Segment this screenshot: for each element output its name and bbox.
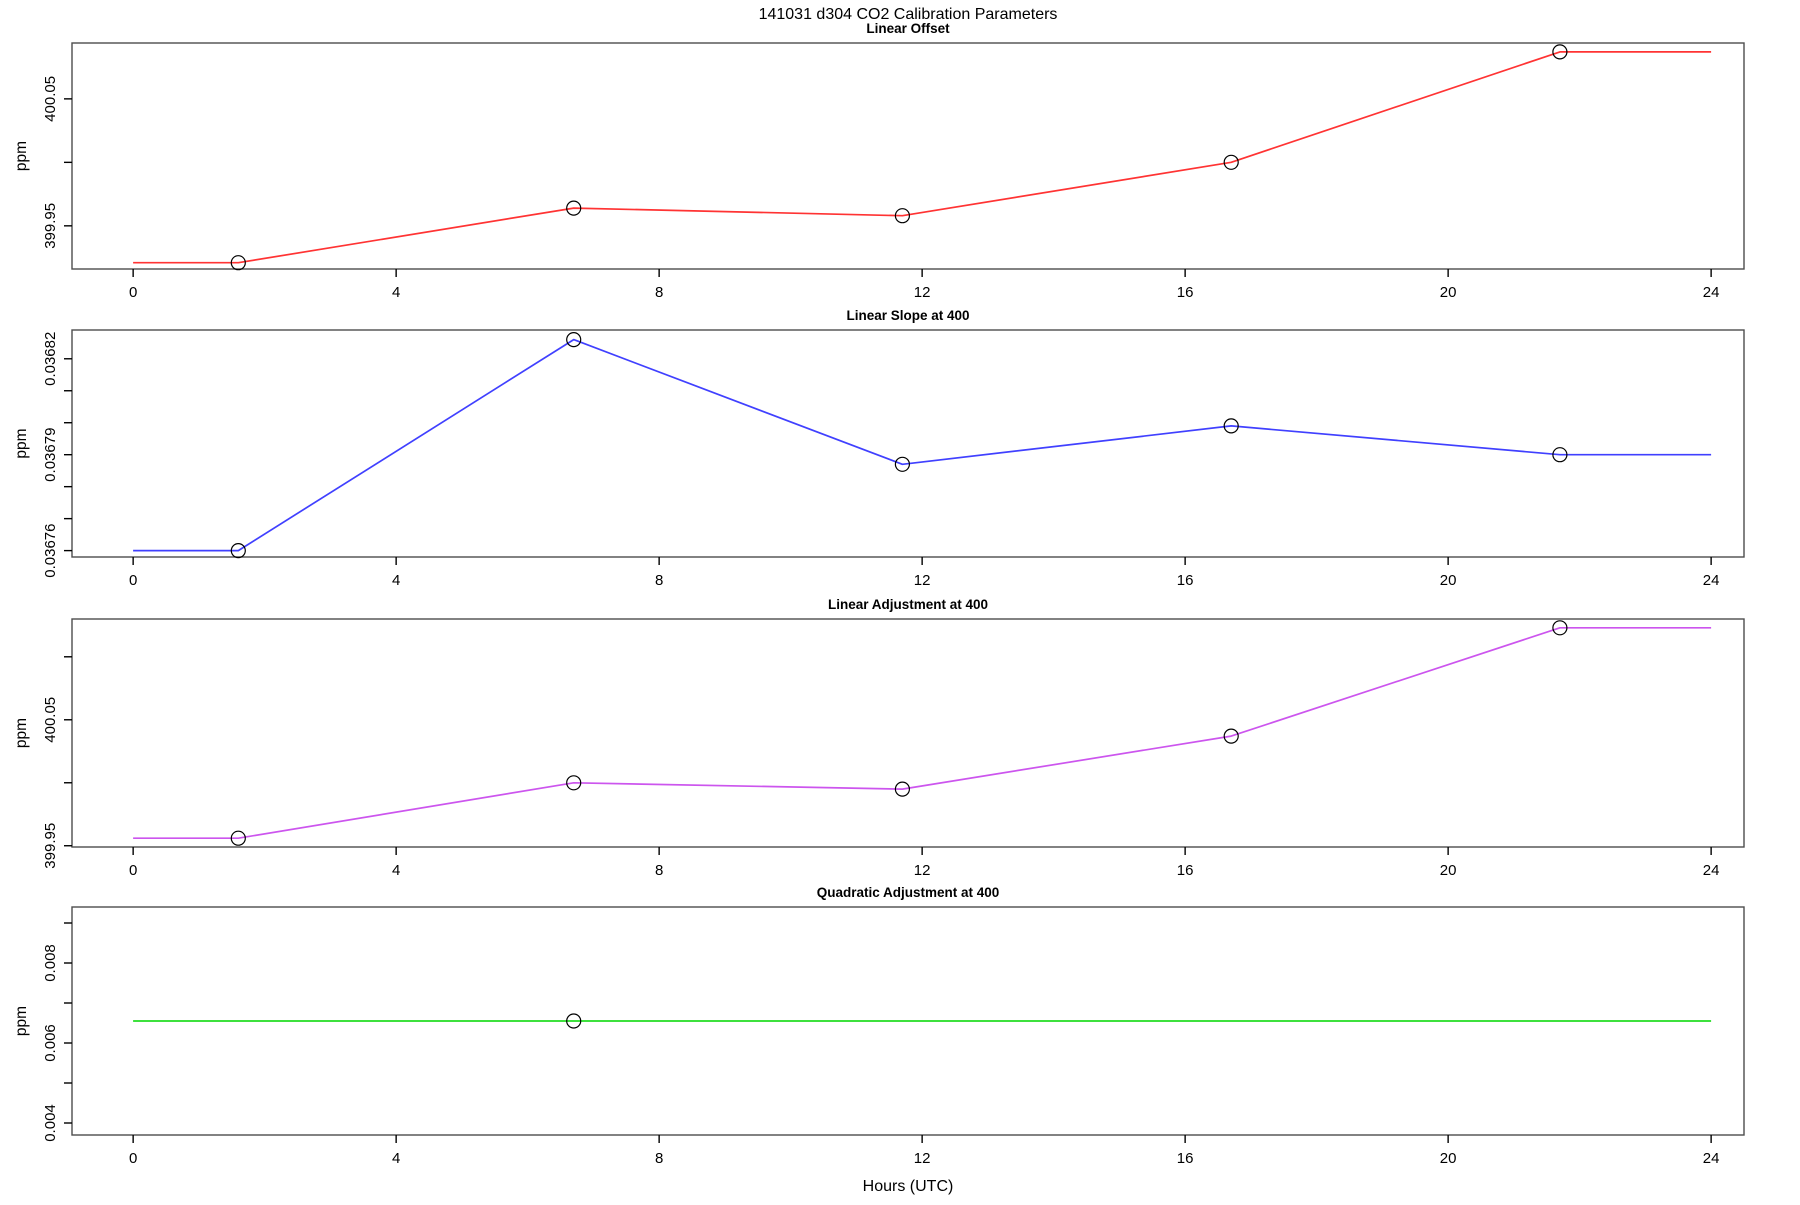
data-point-marker [894, 781, 911, 797]
x-tick-label: 12 [914, 572, 931, 589]
panel-title: Linear Offset [866, 21, 950, 36]
x-tick-label: 20 [1440, 1150, 1457, 1167]
y-tick-label: 400.05 [42, 697, 59, 743]
panel-title: Quadratic Adjustment at 400 [817, 885, 1000, 900]
x-tick-label: 24 [1703, 862, 1720, 879]
x-tick-label: 0 [129, 1150, 137, 1167]
plot-box [71, 906, 1745, 1136]
x-tick-label: 12 [914, 1150, 931, 1167]
data-point-marker [230, 830, 246, 846]
x-tick-label: 4 [392, 572, 400, 589]
x-tick-label: 0 [129, 284, 137, 301]
data-point-marker [894, 208, 911, 224]
data-point-marker [1223, 728, 1239, 744]
y-axis-title: ppm [13, 428, 30, 458]
y-axis-title: ppm [13, 1006, 30, 1036]
y-tick-label: 400.05 [42, 76, 59, 122]
data-point-marker [230, 542, 246, 559]
data-point-marker [230, 255, 246, 271]
panel-3: Linear Adjustment at 400 399.95 400.05 ppm 0… [13, 597, 1745, 879]
panel-title: Linear Adjustment at 400 [828, 597, 988, 612]
y-tick-label: 0.004 [42, 1104, 59, 1142]
data-point-marker [566, 775, 582, 791]
x-tick-label: 20 [1440, 572, 1457, 589]
y-tick-label: 0.006 [42, 1024, 59, 1062]
x-tick-label: 4 [392, 284, 400, 301]
x-tick-label: 16 [1177, 1150, 1194, 1167]
plot-box [71, 618, 1745, 848]
x-tick-label: 0 [129, 862, 137, 879]
x-tick-label: 12 [914, 862, 931, 879]
x-tick-label: 8 [655, 1150, 663, 1167]
series-line [133, 51, 1712, 264]
series-line [133, 626, 1712, 840]
x-tick-label: 20 [1440, 284, 1457, 301]
data-point-marker [894, 456, 911, 472]
y-tick-label: 399.95 [42, 823, 59, 869]
y-axis-title: ppm [13, 141, 30, 171]
data-point-marker [1223, 154, 1239, 170]
x-tick-label: 4 [392, 1150, 400, 1167]
x-tick-label: 24 [1703, 284, 1720, 301]
x-axis-label: Hours (UTC) [863, 1178, 954, 1195]
x-tick-label: 8 [655, 862, 663, 879]
x-tick-label: 8 [655, 284, 663, 301]
x-tick-label: 8 [655, 572, 663, 589]
panel-2: Linear Slope at 400 0.03676 0.03679 0.03682… [13, 308, 1745, 589]
series-line [133, 338, 1712, 552]
x-tick-label: 24 [1703, 1150, 1720, 1167]
y-axis-title: ppm [13, 718, 30, 748]
y-tick-label: 0.008 [42, 944, 59, 982]
y-tick-label: 399.95 [42, 203, 59, 249]
data-point-marker [566, 332, 582, 348]
y-tick-label: 0.03679 [42, 428, 59, 482]
y-tick-label: 0.03682 [42, 332, 59, 386]
x-tick-label: 16 [1177, 862, 1194, 879]
x-tick-label: 12 [914, 284, 931, 301]
x-tick-label: 24 [1703, 572, 1720, 589]
plot-box [71, 42, 1745, 270]
x-tick-label: 16 [1177, 284, 1194, 301]
data-point-marker [1223, 418, 1239, 434]
data-point-marker [1552, 44, 1568, 60]
x-tick-label: 20 [1440, 862, 1457, 879]
plot-box [71, 329, 1745, 558]
data-point-marker [1552, 620, 1568, 636]
figure-main-title: 141031 d304 CO2 Calibration Parameters [759, 6, 1058, 23]
y-tick-label: 0.03676 [42, 523, 59, 577]
x-tick-label: 4 [392, 862, 400, 879]
x-tick-label: 16 [1177, 572, 1194, 589]
data-point-marker [566, 200, 582, 216]
data-point-marker [1552, 447, 1568, 463]
panel-1: Linear Offset 399.95 400.05 ppm 0 4 8 12 16 20 24 [13, 21, 1745, 301]
panel-4: Quadratic Adjustment at 400 0.004 0.006 0.0… [13, 885, 1745, 1167]
data-point-marker [566, 1013, 582, 1029]
x-tick-label: 0 [129, 572, 137, 589]
panel-title: Linear Slope at 400 [846, 308, 969, 323]
